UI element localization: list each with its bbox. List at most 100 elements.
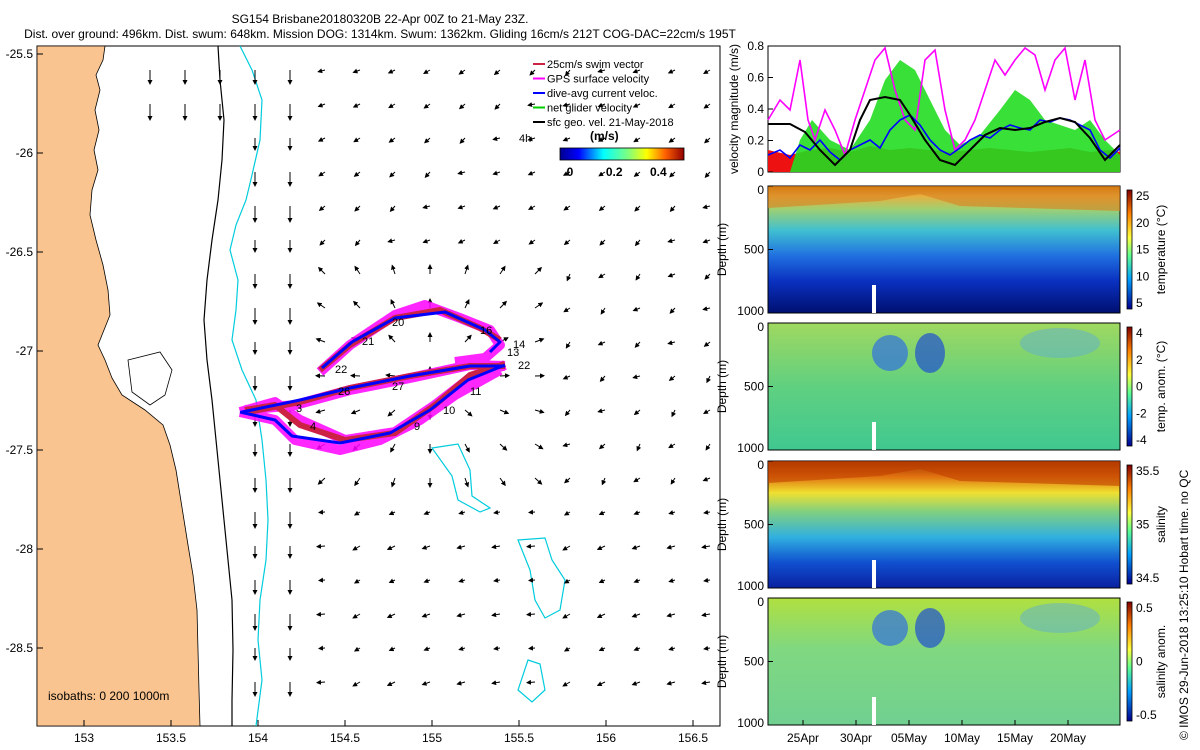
plot-title: SG154 Brisbane20180320B 22-Apr 00Z to 21… [231,12,529,26]
colorbar-tick: 0 [1136,380,1143,394]
geostrophic-arrow [526,679,536,685]
longitude-tick-label: 156 [596,731,616,745]
geostrophic-arrow [702,238,711,244]
geostrophic-arrow [458,69,466,75]
depth-tick: 0 [757,320,764,334]
longitude-tick-label: 155.5 [504,731,534,745]
geostrophic-arrow [562,136,571,142]
depth-tick: 500 [744,518,764,532]
colorbar-tick: 20 [1136,216,1150,230]
sfc-geostrophic-velocity-line [768,95,1121,167]
geostrophic-arrow [387,409,396,417]
geostrophic-arrow [493,509,501,515]
colorbar-label: temperature (°C) [1154,205,1168,295]
geostrophic-arrow [499,373,510,379]
longitude-tick-label: 156.5 [678,731,708,745]
latitude-tick-label: -25.5 [6,47,34,61]
track-day-label: 26 [338,386,350,398]
geostrophic-arrow [534,337,545,343]
geostrophic-arrow [598,205,606,212]
track-day-label: 4 [310,421,316,433]
velocity-ylabel: velocity magnitude (m/s) [727,44,741,174]
geostrophic-arrow [315,408,326,414]
geostrophic-arrow [703,577,711,583]
geostrophic-arrow [704,171,711,178]
geostrophic-arrow [633,137,641,143]
isobaths-label: isobaths: 0 200 1000m [48,689,169,703]
geostrophic-arrow [534,477,543,485]
geostrophic-arrow [499,443,508,451]
geostrophic-arrow [526,543,536,549]
depth-tick: 0 [757,183,764,197]
geostrophic-arrow [423,510,431,516]
geostrophic-arrow [499,300,507,309]
geostrophic-arrow [499,409,510,415]
geostrophic-arrow [493,577,501,583]
geostrophic-arrow [421,544,431,550]
time-axis-ticks: 25Apr 30Apr 05May 10May 15May 20May [787,720,1086,745]
geostrophic-arrow [666,680,676,686]
geostrophic-arrow [492,170,501,176]
geostrophic-arrow [457,239,466,244]
colorbar-tick: 35.5 [1136,464,1160,478]
geostrophic-arrow [529,69,536,76]
track-day-label: 22 [335,364,347,376]
day-labels: 34 9 10 11 1314 16 20 21 22 22 26 27 [296,317,530,433]
geostrophic-arrow [702,476,711,482]
geostrophic-arrow [703,69,711,74]
geostrophic-arrow [390,298,396,309]
geostrophic-arrow [668,137,676,143]
map-legend: 25cm/s swim vector GPS surface velocity di… [519,59,685,179]
geostrophic-arrow [600,307,606,315]
geostrophic-arrow [388,578,396,584]
geostrophic-arrow [704,137,711,144]
time-tick-label: 20May [1050,731,1086,745]
credit-text: © IMOS 29-Jun-2018 13:25:10 Hobart time.… [1177,469,1191,740]
geostrophic-arrow [464,298,470,309]
geostrophic-arrow [705,443,711,451]
geostrophic-arrow [631,544,641,550]
bay-island [127,351,173,406]
geostrophic-arrow [633,510,641,516]
depth-tick: 0 [757,595,764,609]
geostrophic-arrow [457,170,466,176]
geostrophic-arrow [315,337,326,343]
geostrophic-arrow [670,477,676,485]
geostrophic-arrow [596,613,606,618]
isobath-200m [203,46,234,726]
geostrophic-arrow [352,68,361,74]
geostrophic-arrow [597,102,606,108]
geostrophic-arrow [353,578,361,584]
geostrophic-arrow [701,612,711,618]
geostrophic-arrow [459,137,466,144]
velocity-ytick: 0.6 [747,71,764,85]
geostrophic-arrow [464,334,472,343]
geostrophic-arrow [388,103,396,109]
colorbar-tick: 25 [1136,189,1150,203]
geostrophic-arrow [598,443,606,450]
geostrophic-arrow [701,680,711,686]
geostrophic-arrow [350,409,361,415]
geostrophic-arrow [352,103,361,108]
geostrophic-arrow [668,646,676,651]
geostrophic-arrow [632,306,641,312]
time-tick-label: 05May [891,731,927,745]
geostrophic-arrow [527,170,536,176]
geostrophic-arrow [458,510,466,515]
geostrophic-arrow [423,578,431,584]
geostrophic-arrow [562,681,571,687]
section-panel-temp-anom: 0 500 1000 Depth (m) 4 2 0 -2 -4 temp. anom. (°C) [715,320,1168,455]
latitude-tick-label: -28 [16,542,34,556]
geostrophic-arrow [668,443,676,449]
track-day-label: 11 [470,386,481,398]
geostrophic-arrow [632,103,641,108]
time-tick-label: 10May [944,731,980,745]
geostrophic-arrow [456,612,466,618]
track-day-label: 9 [414,421,420,433]
section-colorbar [1126,464,1133,585]
geostrophic-arrow [318,205,326,212]
geostrophic-arrow [667,238,676,244]
geostrophic-arrow [390,443,396,453]
geostrophic-arrow [668,375,676,382]
geostrophic-arrow [631,612,641,618]
